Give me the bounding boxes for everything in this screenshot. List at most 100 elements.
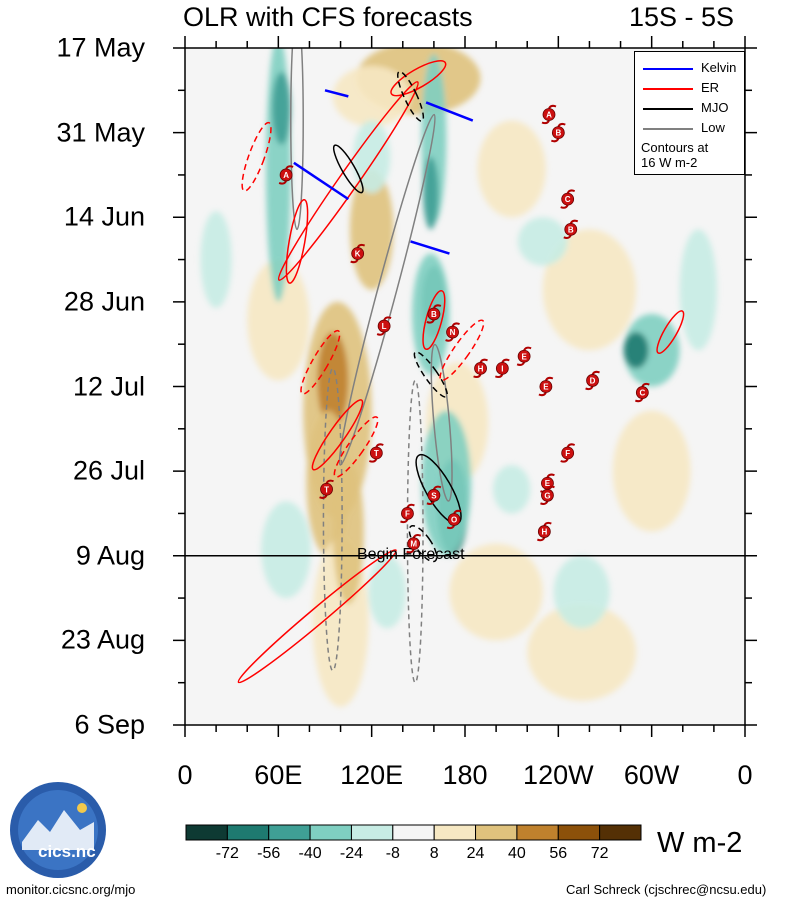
x-tick-label: 0 <box>737 760 753 790</box>
storm-circle <box>427 488 441 502</box>
storm-swirl <box>445 337 454 342</box>
storm-swirl <box>591 370 600 375</box>
axis-ticks <box>173 36 757 737</box>
storm-swirl <box>426 500 435 505</box>
colorbar-tick-label: 40 <box>508 845 526 862</box>
storm-swirl <box>540 500 549 505</box>
colorbar-tick-label: -40 <box>298 845 322 862</box>
storm-marker-1: B <box>550 122 566 143</box>
low-contour-3 <box>322 367 343 672</box>
storm-swirl <box>538 391 547 397</box>
storm-marker-0: A <box>541 104 557 125</box>
kelvin-contour-3 <box>410 240 450 255</box>
storm-circle <box>551 126 565 140</box>
legend-note: Contours at 16 W m-2 <box>641 140 708 170</box>
storm-swirl <box>479 358 488 363</box>
units-label: W m-2 <box>657 827 743 859</box>
storm-swirl <box>412 534 422 539</box>
storm-marker-5: K <box>350 243 366 264</box>
legend-label-mjo: MJO <box>701 100 729 115</box>
begin-forecast-label: Begin Forecast <box>357 545 465 563</box>
logo-globe-icon <box>10 782 106 878</box>
kelvin-contour-2 <box>324 89 349 98</box>
mjo-contour-18 <box>413 351 448 398</box>
storm-circle <box>539 380 553 393</box>
storm-swirl <box>432 485 442 490</box>
storm-swirl <box>523 346 532 351</box>
storm-swirl <box>566 443 576 448</box>
olr-anomaly-region-30 <box>261 501 311 599</box>
storm-swirl <box>368 458 378 463</box>
storm-circle <box>635 386 649 399</box>
storm-letter: L <box>382 322 387 331</box>
storm-circle <box>407 537 421 551</box>
region-label: 15S - 5S <box>629 2 735 32</box>
mjo-contour-16 <box>397 70 425 122</box>
storm-letter: M <box>410 540 417 549</box>
storm-swirl <box>536 537 546 542</box>
y-tick-label: 31 May <box>56 117 145 148</box>
storm-swirl <box>494 373 504 379</box>
olr-anomaly-region-8 <box>477 120 546 218</box>
storm-marker-12: D <box>585 370 600 391</box>
storm-swirl <box>426 319 435 324</box>
storm-letter: A <box>546 110 552 119</box>
colorbar-tick-label: -8 <box>385 845 400 862</box>
storm-swirl <box>546 473 555 478</box>
storm-letter: O <box>451 515 457 524</box>
olr-anomaly-region-25 <box>353 120 391 194</box>
storm-swirl <box>406 549 415 554</box>
storm-letter: H <box>478 364 484 373</box>
kelvin-contour-0 <box>293 161 350 201</box>
storm-swirl <box>544 376 554 382</box>
storm-marker-8: N <box>445 322 460 342</box>
legend-line-low <box>643 128 693 130</box>
colorbar-swatch-0 <box>185 824 228 841</box>
low-contour-2 <box>430 343 453 502</box>
olr-anomaly-region-29 <box>368 555 406 629</box>
y-tick-label: 14 Jun <box>63 201 145 232</box>
y-tick-label: 23 Aug <box>60 624 145 655</box>
storm-circle <box>561 446 575 460</box>
storm-marker-3: B <box>563 219 579 239</box>
storm-letter: F <box>405 509 410 518</box>
storm-marker-4: A <box>278 165 294 185</box>
colorbar-swatch-5 <box>392 824 435 841</box>
storm-letter: E <box>543 383 549 392</box>
y-tick-label: 6 Sep <box>74 709 145 740</box>
storm-marker-11: I <box>494 358 510 379</box>
legend-line-er <box>643 88 693 90</box>
storm-marker-13: E <box>538 376 554 397</box>
storm-swirl <box>406 503 415 508</box>
wave-contours <box>237 48 685 684</box>
storm-swirl <box>516 361 526 366</box>
storm-swirl <box>432 304 442 309</box>
storm-swirl <box>569 219 579 224</box>
storm-letter: E <box>521 352 527 361</box>
olr-anomaly-region-9 <box>542 229 637 351</box>
colorbar-tick-label: 8 <box>429 845 439 862</box>
legend: Kelvin ER MJO Low Contours at 16 W m-2 <box>634 51 745 175</box>
storm-circle <box>474 361 487 375</box>
storm-letter: A <box>283 171 289 180</box>
storm-swirl <box>383 316 392 321</box>
chart-title: OLR with CFS forecasts <box>183 2 473 32</box>
cics-logo: cics.nc <box>8 780 108 880</box>
footer-url[interactable]: monitor.cicsnc.org/mjo <box>6 882 136 897</box>
storm-marker-21: F <box>400 503 415 524</box>
storm-swirl <box>278 180 288 185</box>
storm-circle <box>564 222 578 236</box>
storm-swirl <box>546 485 555 490</box>
olr-anomaly-region-23 <box>623 313 680 387</box>
storm-swirl <box>566 189 576 194</box>
storm-marker-22: O <box>446 509 462 530</box>
storm-swirl <box>641 382 650 388</box>
storm-swirl <box>453 509 462 514</box>
x-tick-label: 120E <box>340 760 404 790</box>
olr-anomaly-region-1 <box>332 66 411 127</box>
olr-anomaly-region-11 <box>449 543 543 641</box>
olr-anomaly-region-32 <box>679 229 717 351</box>
storm-letter: S <box>431 491 437 500</box>
x-tick-label: 60W <box>623 760 680 790</box>
colorbar-swatch-9 <box>557 824 601 841</box>
